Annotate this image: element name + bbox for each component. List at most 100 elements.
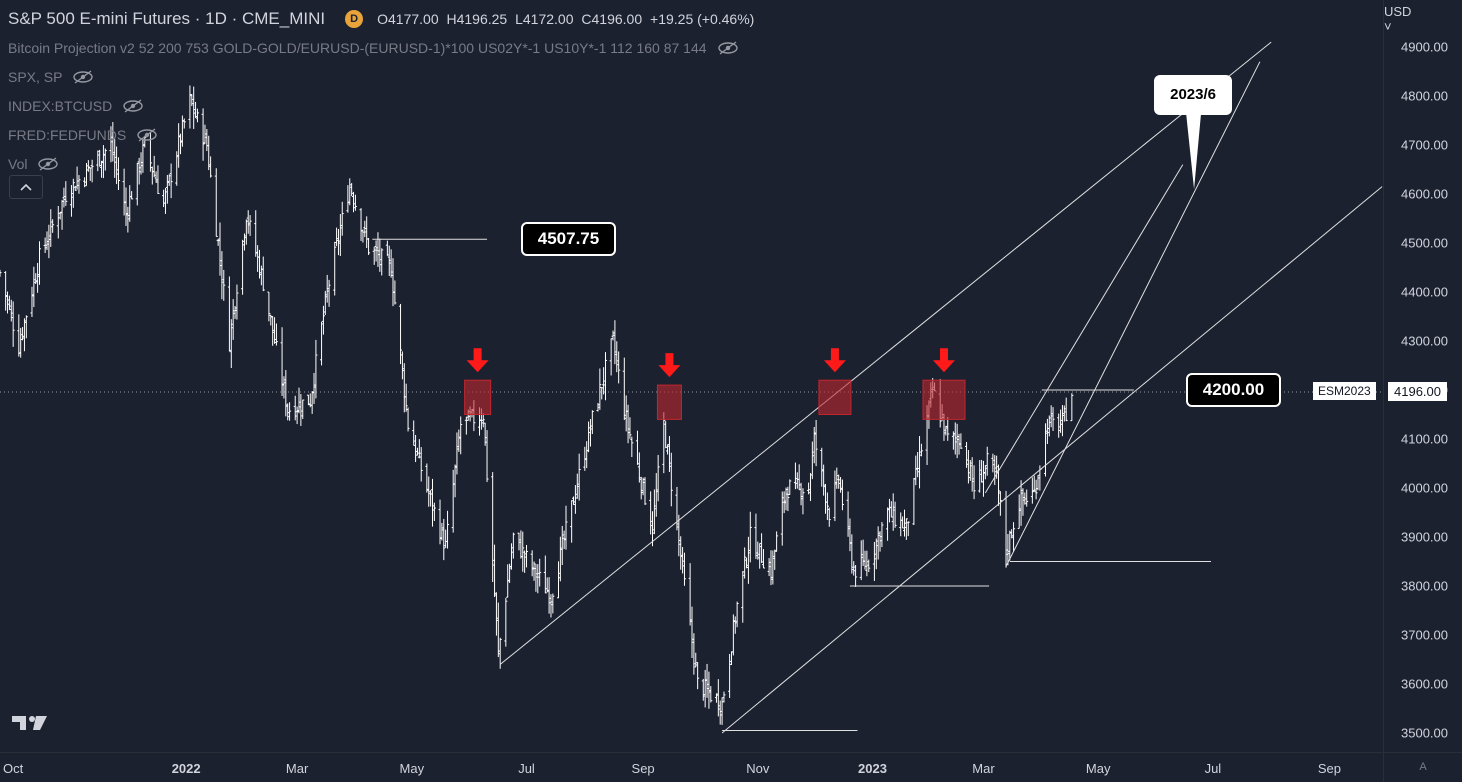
ohlc-bar: [694, 652, 698, 668]
ohlc-bar: [372, 246, 376, 265]
ohlc-bar: [380, 248, 384, 276]
trend-line[interactable]: [499, 41, 1272, 665]
trend-line[interactable]: [1005, 61, 1261, 567]
ohlc-bar: [242, 233, 246, 251]
ohlc-bar: [985, 446, 989, 476]
y-tick-label: 4800.00: [1401, 88, 1448, 104]
trend-line[interactable]: [721, 186, 1383, 734]
ohlc-bar: [286, 403, 290, 421]
last-price-tag[interactable]: 4196.00: [1388, 381, 1447, 401]
ohlc-bar: [192, 86, 196, 129]
indicator-row[interactable]: Vol: [8, 149, 758, 178]
ohlc-bar: [429, 490, 433, 507]
eye-off-icon[interactable]: [136, 127, 158, 142]
ohlc-bar: [100, 160, 104, 178]
ohlc-bar: [323, 290, 327, 316]
symbol-price-tag[interactable]: ESM2023: [1313, 381, 1376, 400]
ohlc-bar: [649, 491, 653, 535]
ohlc-bar: [58, 211, 62, 220]
resistance-box[interactable]: [922, 379, 966, 420]
eye-off-icon[interactable]: [717, 40, 739, 55]
currency-selector[interactable]: USD ˅: [1384, 4, 1420, 34]
x-tick-label: 2022: [171, 761, 201, 776]
ohlc-bar: [483, 422, 487, 446]
ohlc-bar: [562, 530, 566, 550]
x-tick-label: May: [399, 761, 425, 776]
ohlc-values: O4177.00 H4196.25 L4172.00 C4196.00 +19.…: [377, 11, 758, 27]
ohlc-bar: [273, 317, 277, 344]
ohlc-bar: [604, 352, 607, 401]
ohlc-bar: [814, 419, 818, 467]
y-tick-label: 3800.00: [1401, 578, 1448, 594]
indicator-row[interactable]: SPX, SP: [8, 62, 758, 91]
ohlc-bar: [771, 550, 775, 585]
y-tick-label: 3700.00: [1401, 627, 1448, 643]
eye-off-icon[interactable]: [37, 156, 59, 171]
ohlc-bar: [169, 163, 173, 199]
ohlc-bar: [812, 427, 816, 464]
eye-off-icon[interactable]: [72, 69, 94, 84]
ohlc-bar: [111, 122, 115, 162]
ohlc-bar: [622, 357, 626, 421]
currency-label: USD: [1384, 4, 1412, 19]
date-callout[interactable]: 2023/6: [1154, 75, 1233, 115]
down-arrow-icon[interactable]: [932, 348, 955, 373]
resistance-box[interactable]: [818, 379, 852, 416]
indicator-row[interactable]: FRED:FEDFUNDS: [8, 120, 758, 149]
ohlc-bar: [440, 522, 444, 541]
resistance-box[interactable]: [656, 384, 682, 420]
ohlc-bar: [886, 507, 890, 541]
ohlc-bar: [464, 416, 468, 435]
time-axis[interactable]: Oct 2022 Mar May Jul Sep Nov 2023 Mar May Jul Sep: [0, 752, 1384, 782]
ohlc-bar: [274, 323, 278, 346]
ohlc-bar: [756, 541, 760, 560]
delayed-data-badge[interactable]: D: [345, 9, 364, 28]
ohlc-bar: [722, 691, 726, 703]
ohlc-bar: [188, 85, 192, 129]
ohlc-bar: [835, 467, 839, 489]
down-arrow-icon[interactable]: [658, 353, 681, 378]
ohlc-bar: [635, 430, 639, 465]
ohlc-bar: [662, 412, 666, 474]
ohlc-bar: [968, 459, 972, 481]
ohlc-bar: [235, 284, 239, 320]
ohlc-bar: [970, 457, 974, 492]
ohlc-bar: [113, 138, 117, 178]
ohlc-bar: [288, 402, 292, 421]
price-chart[interactable]: [0, 0, 1384, 752]
indicator-row[interactable]: INDEX:BTCUSD: [8, 91, 758, 120]
resistance-box[interactable]: [464, 379, 492, 416]
indicator-row[interactable]: Bitcoin Projection v2 52 200 753 GOLD-GO…: [8, 33, 758, 62]
ohlc-bar: [321, 305, 325, 335]
ohlc-bar: [1025, 489, 1029, 507]
eye-off-icon[interactable]: [122, 98, 144, 113]
price-callout-4507[interactable]: 4507.75: [521, 222, 616, 257]
price-callout-4200[interactable]: 4200.00: [1186, 373, 1281, 407]
ohlc-bar: [534, 564, 538, 592]
trend-line[interactable]: [984, 164, 1184, 494]
ohlc-bar: [572, 496, 576, 506]
chevron-up-icon: [20, 183, 32, 191]
auto-scale-button[interactable]: A: [1383, 752, 1462, 782]
ohlc-bar: [1062, 405, 1066, 422]
ohlc-bar: [216, 238, 220, 246]
ohlc-bar: [109, 126, 113, 163]
ohlc-bar: [692, 633, 696, 675]
ohlc-bar: [760, 533, 764, 564]
ohlc-bar: [859, 540, 863, 581]
price-axis[interactable]: USD ˅ 4900.00 4800.00 4700.00 4600.00 4500.0…: [1383, 0, 1462, 781]
symbol-title[interactable]: S&P 500 E-mini Futures · 1D · CME_MINI: [8, 8, 326, 28]
ohlc-bar: [387, 245, 391, 277]
tradingview-logo[interactable]: [12, 714, 48, 738]
ohlc-bar: [788, 479, 792, 496]
ohlc-bar: [17, 314, 21, 357]
ohlc-bar: [876, 526, 880, 560]
down-arrow-icon[interactable]: [823, 348, 846, 373]
ohlc-bar: [793, 462, 797, 490]
ohlc-bar: [861, 539, 865, 567]
down-arrow-icon[interactable]: [466, 348, 489, 373]
ohlc-bar: [666, 444, 670, 455]
ohlc-bar: [180, 115, 184, 147]
ohlc-bar: [902, 509, 906, 537]
collapse-legend-button[interactable]: [9, 175, 43, 199]
